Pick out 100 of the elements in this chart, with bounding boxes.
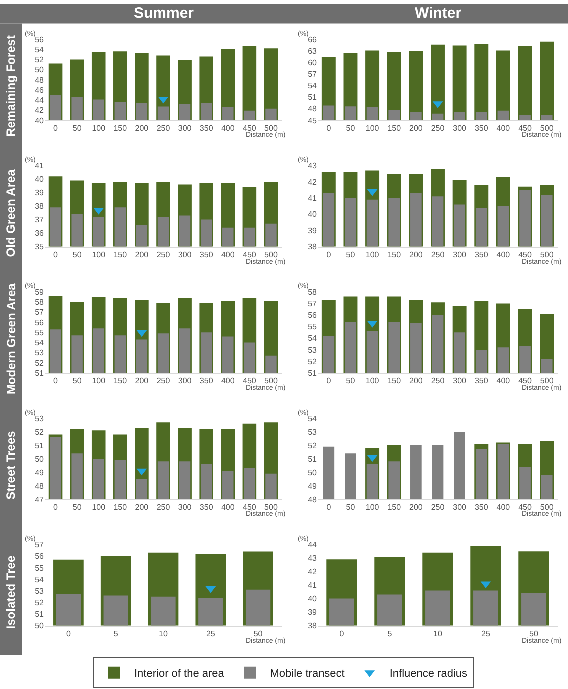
- x-tick-label: 150: [114, 376, 128, 386]
- y-tick-label: 58: [35, 298, 45, 308]
- x-tick-label: 250: [431, 124, 446, 134]
- y-tick-label: 38: [35, 202, 45, 212]
- x-tick-label: 50: [254, 629, 264, 638]
- x-tick-label: 5: [114, 629, 119, 638]
- x-tick-label: 100: [366, 503, 380, 512]
- y-tick-label: 44: [35, 96, 45, 106]
- x-tick-label: 400: [221, 250, 236, 260]
- text: Isolated Tree: [4, 556, 18, 630]
- text: Street Trees: [4, 430, 18, 500]
- x-tick-label: 0: [54, 124, 59, 134]
- y-tick-label: 57: [308, 300, 318, 309]
- x-tick-label: 100: [366, 250, 380, 260]
- y-tick-label: 54: [308, 334, 318, 344]
- x-tick-label: 50: [346, 124, 356, 134]
- x-tick-label: 450: [518, 250, 532, 260]
- x-tick-label: 50: [72, 124, 82, 134]
- y-tick-label: 59: [35, 288, 45, 297]
- x-tick-label: 50: [72, 503, 82, 512]
- legend-label: Influence radius: [390, 668, 468, 680]
- x-tick-label: 450: [518, 124, 532, 134]
- x-tick-label: 200: [135, 124, 150, 134]
- x-tick-label: 100: [92, 124, 106, 134]
- x-tick-label: 0: [54, 250, 59, 260]
- x-tick-label: 250: [431, 250, 446, 260]
- x-tick-label: 10: [159, 629, 168, 638]
- y-tick-label: 50: [35, 66, 45, 75]
- y-tick-label: 57: [35, 308, 45, 318]
- y-tick-label: 56: [35, 552, 45, 562]
- y-tick-label: 35: [35, 242, 45, 252]
- x-tick-label: 25: [206, 629, 216, 638]
- x-tick-label: 500: [540, 376, 554, 386]
- x-tick-label: 300: [178, 250, 192, 260]
- x-tick-label: 350: [474, 250, 489, 260]
- x-tick-label: 500: [540, 250, 554, 260]
- x-tick-label: 350: [200, 124, 214, 134]
- x-tick-label: 450: [518, 503, 532, 512]
- x-tick-label: 350: [474, 376, 489, 386]
- x-tick-label: 200: [410, 124, 424, 134]
- y-tick-label: 48: [35, 76, 45, 85]
- x-tick-label: 50: [346, 250, 356, 260]
- y-tick-label: 46: [35, 86, 45, 95]
- x-tick-label: 500: [540, 503, 554, 512]
- x-tick-label: 0: [66, 629, 72, 638]
- y-tick-label: 36: [35, 229, 45, 238]
- y-tick-label: 40: [35, 116, 45, 126]
- y-tick-label: 51: [308, 368, 318, 378]
- x-tick-label: 450: [243, 376, 257, 386]
- y-tick-label: 50: [35, 454, 45, 464]
- y-tick-label: 41: [308, 194, 318, 204]
- x-tick-label: 150: [114, 124, 128, 134]
- x-tick-label: 150: [388, 503, 402, 512]
- y-tick-label: 57: [308, 70, 318, 80]
- x-tick-label: 300: [453, 376, 468, 386]
- x-tick-label: 300: [178, 376, 192, 386]
- x-tick-label: 150: [388, 376, 402, 386]
- y-tick-label: 58: [308, 288, 318, 297]
- y-tick-label: 54: [35, 338, 45, 348]
- x-tick-label: 0: [54, 376, 59, 386]
- y-tick-label: 37: [35, 216, 45, 225]
- x-tick-label: 200: [135, 376, 150, 386]
- y-tick-label: 54: [308, 82, 318, 91]
- x-tick-label: 100: [92, 503, 106, 512]
- y-tick-label: 44: [308, 540, 318, 550]
- x-tick-label: 200: [135, 250, 150, 260]
- y-tick-label: 49: [308, 482, 318, 491]
- y-tick-label: 39: [35, 188, 45, 198]
- y-tick-label: 54: [308, 414, 318, 424]
- x-tick-label: 150: [388, 124, 402, 134]
- y-tick-label: 52: [308, 357, 318, 366]
- x-tick-label: 400: [221, 503, 236, 512]
- y-tick-label: 51: [35, 610, 45, 620]
- y-tick-label: 53: [35, 414, 45, 424]
- x-tick-label: 50: [346, 376, 356, 386]
- x-tick-label: 150: [114, 503, 128, 512]
- x-tick-label: 50: [72, 376, 82, 386]
- y-tick-label: 38: [308, 622, 318, 631]
- y-tick-label: 53: [308, 346, 318, 355]
- y-tick-label: 48: [35, 482, 45, 491]
- x-tick-label: 25: [482, 629, 491, 638]
- x-tick-label: 300: [178, 503, 192, 512]
- y-tick-label: 42: [308, 178, 318, 187]
- y-tick-label: 41: [35, 162, 45, 171]
- y-tick-label: 52: [308, 441, 318, 450]
- x-tick-label: 350: [474, 503, 489, 512]
- x-tick-label: 350: [200, 250, 214, 260]
- y-tick-label: 51: [35, 368, 45, 378]
- x-tick-label: 200: [410, 376, 424, 386]
- x-tick-label: 500: [264, 250, 278, 260]
- x-tick-label: 5: [388, 629, 393, 638]
- x-tick-label: 100: [366, 376, 380, 386]
- x-tick-label: 50: [530, 629, 539, 638]
- x-tick-label: 500: [264, 376, 278, 386]
- x-tick-label: 200: [410, 503, 424, 512]
- x-tick-label: 0: [54, 503, 59, 512]
- x-tick-label: 0: [326, 124, 332, 134]
- chart-title: Summer: [134, 5, 194, 22]
- x-tick-label: 300: [453, 124, 468, 134]
- x-tick-label: 500: [264, 124, 278, 134]
